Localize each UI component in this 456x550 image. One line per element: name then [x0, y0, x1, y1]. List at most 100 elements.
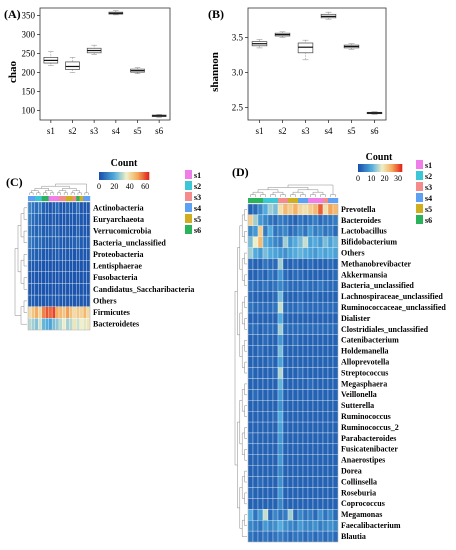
heatmap-cell [277, 214, 284, 226]
heatmap-cell [307, 258, 314, 270]
dendrogram-branch [244, 231, 247, 243]
heatmap-cell [297, 530, 304, 543]
legend-gradient-step [377, 164, 380, 172]
heatmap-cell [312, 214, 319, 226]
heatmap-cell [297, 291, 304, 303]
legend-gradient-step [119, 172, 121, 180]
heatmap-cell [277, 530, 284, 543]
panel-c-heatmap-cells [27, 201, 91, 331]
heatmap-cell [252, 443, 259, 455]
panel-a-label: (A) [4, 7, 21, 21]
panel-a-y-axis: 100 150 200 250 300 350 [22, 11, 40, 116]
heatmap-cell [302, 421, 309, 434]
heatmap-cell [262, 530, 269, 543]
heatmap-cell [247, 389, 254, 401]
group-label-s5: s5 [194, 215, 201, 224]
heatmap-cell [27, 318, 32, 331]
dendrogram-branch [244, 296, 247, 308]
dendrogram-branch [244, 209, 247, 221]
heatmap-cell [322, 345, 329, 357]
heatmap-cell [317, 345, 324, 357]
heatmap-cell [297, 301, 304, 314]
heatmap-cell [302, 520, 309, 532]
heatmap-cell [317, 258, 324, 270]
heatmap-cell [51, 225, 56, 238]
heatmap-cell [272, 367, 279, 379]
heatmap-cell [312, 476, 319, 488]
heatmap-cell [86, 213, 91, 226]
heatmap-cell [82, 213, 87, 226]
heatmap-cell [292, 258, 299, 270]
heatmap-cell [38, 236, 42, 249]
heatmap-cell [282, 400, 289, 412]
heatmap-cell [262, 334, 269, 346]
heatmap-cell [51, 236, 56, 249]
row-label-8: Others [93, 296, 117, 305]
heatmap-cell [86, 306, 91, 319]
heatmap-cell [302, 454, 309, 466]
row-label-21: Parabacteroides [341, 434, 396, 443]
heatmap-cell [277, 498, 284, 510]
heatmap-cell [38, 318, 42, 331]
panel-d-color-legend: 0 10 20 30 [356, 164, 403, 183]
heatmap-cell [65, 225, 70, 238]
row-label-2: Lactobacillus [341, 227, 387, 236]
heatmap-cell [272, 258, 279, 270]
heatmap-cell [327, 389, 334, 401]
legend-gradient-step [137, 172, 140, 180]
panel-d-row-labels: Prevotella Bacteroides Lactobacillus Bifido… [341, 205, 446, 541]
group-swatch-s6 [185, 225, 192, 234]
heatmap-cell [247, 465, 254, 477]
heatmap-cell [297, 476, 304, 488]
heatmap-cell [252, 214, 259, 226]
heatmap-cell [257, 443, 264, 455]
heatmap-cell [282, 443, 289, 455]
panel-c-row-labels: Actinobacteria Euryarchaeota Verrucomicrob… [93, 203, 194, 328]
heatmap-cell [332, 443, 339, 455]
heatmap-cell [262, 421, 269, 434]
heatmap-cell [282, 411, 289, 423]
heatmap-cell [272, 356, 279, 368]
y-tick-label-2: 200 [22, 68, 36, 78]
heatmap-cell [287, 236, 294, 248]
heatmap-cell [252, 421, 259, 434]
heatmap-cell [277, 454, 284, 466]
heatmap-cell [257, 345, 264, 357]
heatmap-cell [34, 318, 39, 331]
dendrogram-branch [241, 301, 245, 325]
heatmap-cell [297, 389, 304, 401]
heatmap-cell [252, 530, 259, 543]
heatmap-cell [58, 260, 63, 272]
heatmap-cell [267, 530, 274, 543]
heatmap-cell [332, 487, 339, 499]
heatmap-cell [327, 476, 334, 488]
heatmap-cell [72, 225, 77, 238]
heatmap-cell [327, 323, 334, 335]
heatmap-cell [252, 432, 259, 445]
heatmap-cell [257, 323, 264, 335]
heatmap-cell [312, 487, 319, 499]
heatmap-cell [48, 248, 53, 261]
heatmap-cell [322, 323, 329, 335]
y-tick-label-5: 350 [22, 11, 36, 21]
heatmap-cell [58, 248, 63, 261]
heatmap-cell [282, 389, 289, 401]
heatmap-cell [31, 248, 36, 261]
heatmap-cell [312, 236, 319, 248]
heatmap-cell [332, 465, 339, 477]
legend-gradient-step [397, 164, 399, 172]
column-group-s6 [258, 198, 264, 203]
heatmap-cell [302, 443, 309, 455]
legend-gradient-step [99, 172, 101, 180]
heatmap-cell [55, 294, 60, 307]
heatmap-cell [307, 509, 314, 521]
heatmap-cell [257, 476, 264, 488]
heatmap-cell [292, 334, 299, 346]
heatmap-cell [51, 306, 56, 319]
heatmap-cell [257, 411, 264, 423]
heatmap-cell [79, 294, 84, 307]
heatmap-cell [307, 269, 314, 281]
heatmap-cell [69, 306, 73, 319]
heatmap-cell [332, 411, 339, 423]
heatmap-cell [287, 421, 294, 434]
